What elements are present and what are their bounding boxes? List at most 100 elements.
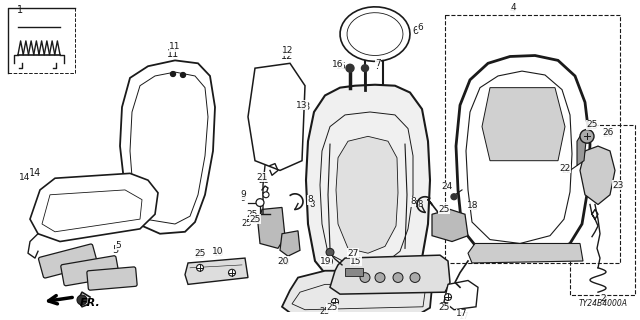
Circle shape [451, 194, 457, 200]
PathPatch shape [282, 271, 432, 316]
PathPatch shape [185, 258, 248, 284]
PathPatch shape [330, 255, 450, 294]
Circle shape [580, 130, 594, 143]
FancyBboxPatch shape [61, 256, 119, 286]
Text: 13: 13 [299, 102, 311, 112]
Text: 11: 11 [167, 49, 179, 59]
Text: 26: 26 [602, 128, 614, 137]
Text: 7: 7 [374, 61, 380, 71]
PathPatch shape [468, 244, 583, 263]
Text: 1: 1 [17, 5, 23, 15]
PathPatch shape [120, 60, 215, 234]
Text: 2: 2 [600, 295, 606, 305]
Bar [570, 125, 635, 295]
PathPatch shape [336, 136, 398, 253]
Text: 25: 25 [326, 303, 338, 312]
Bar [445, 15, 620, 263]
Text: 18: 18 [467, 201, 479, 210]
PathPatch shape [248, 63, 305, 171]
Text: 16: 16 [335, 62, 346, 71]
Text: 8: 8 [412, 200, 418, 209]
Text: 25: 25 [588, 122, 598, 131]
Text: 6: 6 [412, 26, 418, 36]
Circle shape [326, 248, 334, 256]
Text: 27: 27 [347, 251, 357, 260]
Circle shape [346, 64, 354, 72]
Bar [345, 268, 363, 276]
Text: 18: 18 [467, 203, 477, 212]
PathPatch shape [577, 136, 586, 165]
PathPatch shape [280, 231, 300, 256]
Text: 25: 25 [242, 220, 252, 228]
Text: 7: 7 [375, 59, 381, 68]
Circle shape [252, 216, 259, 222]
Circle shape [375, 273, 385, 283]
Circle shape [332, 299, 339, 305]
Text: 25: 25 [250, 215, 260, 224]
Text: 11: 11 [169, 42, 180, 51]
Text: 19: 19 [323, 259, 333, 268]
Circle shape [77, 295, 87, 305]
Text: 8: 8 [417, 200, 422, 209]
Text: 23: 23 [612, 182, 622, 191]
Text: TY24B4000A: TY24B4000A [579, 299, 628, 308]
Circle shape [180, 73, 186, 77]
Text: 15: 15 [350, 257, 362, 266]
Text: 26: 26 [603, 130, 613, 139]
Circle shape [360, 273, 370, 283]
FancyBboxPatch shape [87, 267, 137, 290]
Circle shape [410, 273, 420, 283]
Text: 15: 15 [349, 258, 361, 268]
Text: 16: 16 [332, 60, 344, 69]
Text: 17: 17 [458, 312, 468, 320]
PathPatch shape [444, 281, 478, 310]
Text: 12: 12 [282, 46, 294, 55]
Text: 22: 22 [562, 166, 572, 175]
Text: 2: 2 [600, 293, 606, 302]
Text: 8: 8 [309, 200, 315, 209]
Text: 9: 9 [240, 190, 246, 199]
Text: 12: 12 [281, 52, 293, 61]
Circle shape [228, 269, 236, 276]
Text: 5: 5 [115, 241, 121, 250]
PathPatch shape [580, 146, 615, 204]
PathPatch shape [432, 209, 468, 242]
Text: 14: 14 [29, 168, 41, 178]
Text: 10: 10 [212, 247, 224, 256]
Text: 25: 25 [438, 303, 450, 312]
Text: 21: 21 [259, 176, 269, 185]
Text: 4: 4 [510, 5, 516, 15]
Text: 8: 8 [410, 197, 416, 206]
Text: 21: 21 [256, 173, 268, 182]
Circle shape [445, 294, 451, 300]
Text: 9: 9 [241, 194, 246, 203]
Text: 25: 25 [195, 251, 205, 260]
Circle shape [196, 264, 204, 271]
Text: 13: 13 [296, 101, 308, 110]
Text: 8: 8 [307, 195, 313, 204]
Text: 20: 20 [277, 257, 289, 266]
PathPatch shape [340, 7, 410, 61]
Text: 25: 25 [586, 120, 598, 129]
Circle shape [263, 192, 269, 198]
PathPatch shape [258, 207, 285, 248]
Text: 22: 22 [559, 164, 571, 173]
Text: 10: 10 [212, 249, 223, 258]
Circle shape [170, 72, 175, 76]
Text: 17: 17 [456, 309, 468, 318]
Circle shape [256, 199, 264, 206]
Text: 24: 24 [443, 183, 453, 192]
Text: 4: 4 [510, 3, 516, 12]
Text: 14: 14 [19, 173, 31, 182]
Circle shape [362, 65, 369, 72]
Text: 25: 25 [195, 249, 205, 258]
PathPatch shape [306, 85, 430, 284]
PathPatch shape [456, 55, 590, 258]
PathPatch shape [30, 173, 158, 242]
Text: 19: 19 [320, 257, 332, 266]
FancyBboxPatch shape [38, 244, 97, 278]
Text: 20: 20 [280, 259, 291, 268]
Text: 6: 6 [417, 23, 423, 32]
Text: 5: 5 [112, 245, 118, 255]
Text: 25: 25 [438, 205, 450, 214]
